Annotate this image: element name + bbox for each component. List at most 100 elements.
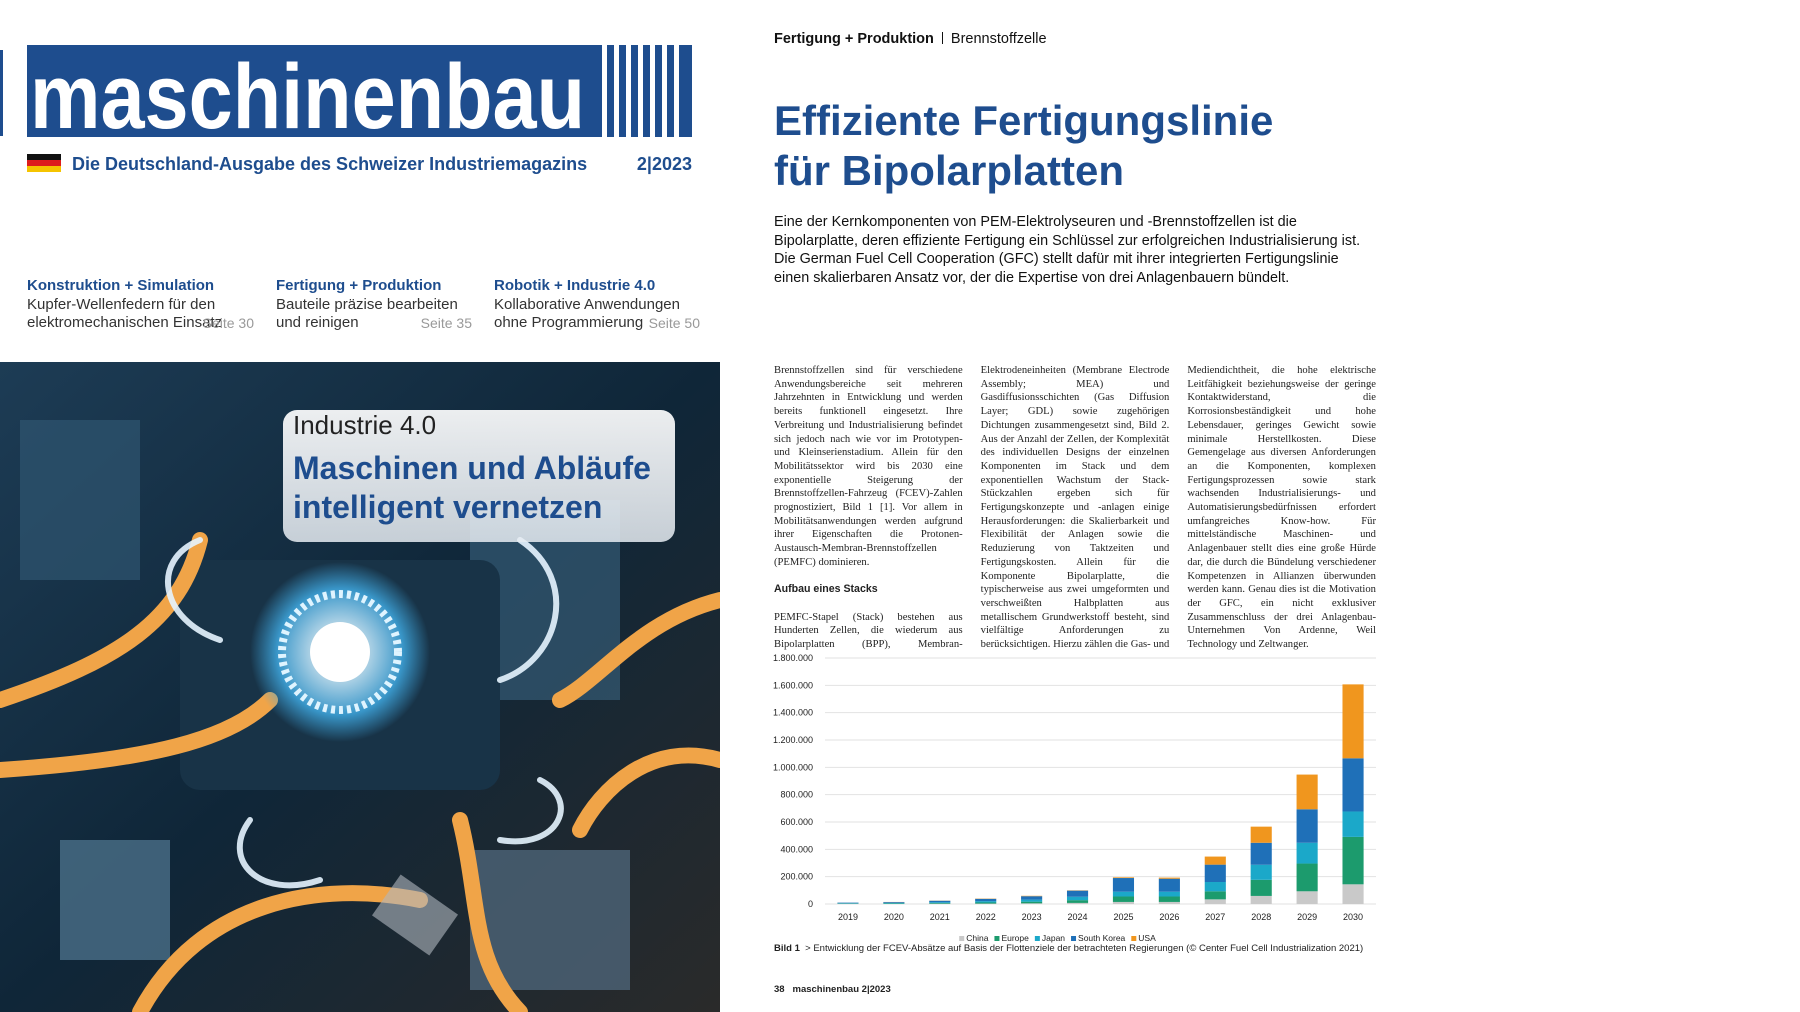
bar-segment (1204, 891, 1226, 900)
bar-segment (1296, 774, 1318, 810)
teaser-page: Seite 50 (648, 315, 700, 331)
y-tick-label: 1.600.000 (773, 680, 813, 690)
legend-swatch (1034, 936, 1040, 941)
bar-segment (1112, 901, 1135, 904)
bar-segment (1204, 856, 1226, 865)
x-tick-label: 2020 (884, 912, 904, 922)
x-tick-label: 2026 (1159, 912, 1179, 922)
flag (27, 160, 61, 166)
legend-swatch (959, 936, 965, 941)
bar-segment (1342, 811, 1364, 837)
bar-segment (1158, 877, 1180, 879)
y-tick-label: 0 (808, 899, 813, 909)
y-tick-label: 600.000 (780, 817, 813, 827)
x-tick-label: 2023 (1022, 912, 1042, 922)
legend-label: South Korea (1078, 933, 1126, 943)
tagline: Die Deutschland-Ausgabe des Schweizer In… (72, 154, 587, 174)
bar-segment (1342, 684, 1364, 759)
bar-segment (1021, 899, 1043, 902)
bar-segment (1296, 863, 1318, 892)
teaser-page: Seite 35 (420, 315, 472, 331)
bar-segment (1112, 896, 1135, 902)
x-tick-label: 2030 (1343, 912, 1363, 922)
bar-segment (1250, 879, 1272, 896)
legend-swatch (1071, 936, 1077, 941)
y-tick-label: 400.000 (780, 844, 813, 854)
flag (27, 166, 61, 172)
legend-swatch (1131, 936, 1137, 941)
bar-segment (1250, 895, 1272, 904)
bar-segment (1158, 878, 1180, 892)
bar-segment (929, 900, 951, 903)
title-line: für Bipolarplatten (774, 147, 1125, 194)
caption-text: > Entwicklung der FCEV-Absätze auf Basis… (805, 943, 1364, 954)
feature-headline: Maschinen und Abläufe (293, 450, 651, 486)
bar-segment (1112, 877, 1135, 879)
bar-segment (1066, 896, 1089, 901)
bar-segment (1021, 901, 1043, 904)
y-tick-label: 1.400.000 (773, 708, 813, 718)
feature-kicker: Industrie 4.0 (293, 410, 436, 440)
paragraph: Brennstoffzellen sind für verschiedene A… (774, 365, 963, 568)
legend-label: USA (1138, 933, 1156, 943)
footer-magazine: maschinenbau (792, 984, 860, 995)
bar-segment (1342, 884, 1364, 904)
bar-segment (1296, 842, 1318, 864)
figure-label: Bild 1 (774, 943, 800, 954)
bar-segment (975, 898, 997, 902)
topic: Brennstoffzelle (950, 31, 1047, 47)
title-line: Effiziente Fertigungslinie (774, 97, 1274, 144)
bar-segment (1250, 842, 1272, 865)
y-tick-label: 1.800.000 (773, 653, 813, 663)
bar-segment (883, 902, 905, 903)
bar-segment (929, 903, 951, 904)
page-number: 38 (774, 984, 785, 995)
bar-segment (1066, 890, 1089, 897)
masthead-bar (27, 45, 692, 137)
legend-swatch (994, 936, 1000, 941)
bar-segment (883, 902, 905, 904)
bar-segment (1342, 836, 1364, 885)
masthead: maschinenbau (30, 46, 585, 148)
y-tick-label: 200.000 (780, 872, 813, 882)
teaser-text: und reinigen (276, 314, 359, 331)
masthead-edge (0, 50, 3, 136)
masthead-stripes (602, 45, 679, 137)
bar-segment (975, 901, 997, 903)
bar-segment (1066, 900, 1089, 903)
feature-headline: intelligent vernetzen (293, 489, 602, 525)
footer: 38 maschinenbau 2|2023 (774, 984, 891, 995)
bar-segment (1204, 864, 1226, 882)
teaser-text: elektromechanischen Einsatz (27, 314, 223, 331)
teaser-text: ohne Programmierung (494, 314, 644, 331)
legend: China Europe Japan South Korea USA (959, 933, 1156, 943)
x-tick-label: 2024 (1068, 912, 1088, 922)
cover-image (0, 362, 720, 1012)
teaser-category: Konstruktion + Simulation (27, 277, 215, 294)
x-tick-label: 2028 (1251, 912, 1271, 922)
bar-segment (1158, 901, 1180, 904)
legend-label: Japan (1042, 933, 1065, 943)
x-tick-label: 2029 (1297, 912, 1317, 922)
bar-segment (1066, 902, 1089, 904)
teaser-text: Kollaborative Anwendungen (494, 296, 680, 313)
bar-segment (1342, 758, 1364, 812)
teaser-category: Robotik + Industrie 4.0 (494, 277, 656, 294)
flag (27, 154, 61, 160)
lead: Eine der Kernkomponenten von PEM-Elektro… (774, 214, 1361, 286)
teaser-text: Bauteile präzise bearbeiten (276, 296, 458, 313)
bar-segment (1021, 903, 1043, 904)
y-tick-label: 1.200.000 (773, 735, 813, 745)
cover: maschinenbau Die Deutschland-Ausgabe des… (0, 45, 720, 1012)
bar-segment (1250, 826, 1272, 843)
chart: 0 200.000 400.000 600.000 800.000 1.000.000 1.… (773, 653, 1376, 943)
bar-segment (975, 902, 997, 904)
bar-segment (1250, 864, 1272, 880)
legend-label: Europe (1001, 933, 1029, 943)
x-tick-label: 2025 (1113, 912, 1133, 922)
x-tick-label: 2022 (976, 912, 996, 922)
x-tick-label: 2027 (1205, 912, 1225, 922)
bar-segment (1204, 881, 1226, 892)
subheading: Aufbau eines Stacks (774, 583, 878, 596)
